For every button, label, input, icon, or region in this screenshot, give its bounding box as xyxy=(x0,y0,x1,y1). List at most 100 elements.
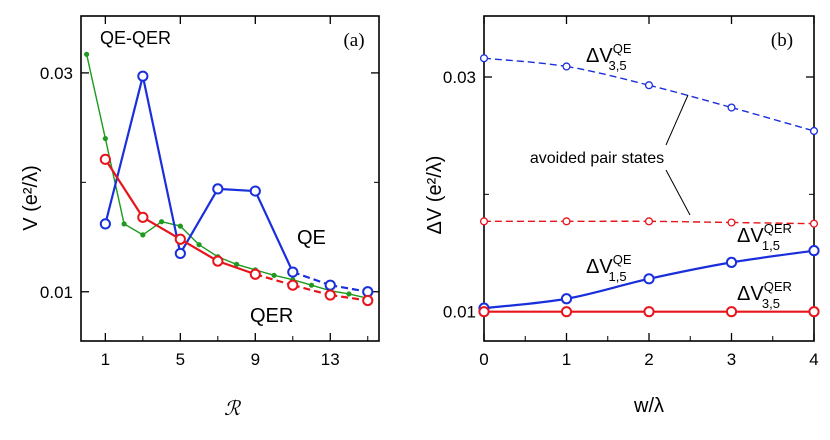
data-point-qer xyxy=(362,294,374,307)
panel-b-x-tick-label: 0 xyxy=(479,350,488,369)
panel-b-y-tick-label: 0.01 xyxy=(443,303,476,322)
series-line-qe-qer xyxy=(273,274,293,281)
data-point-qe-qer xyxy=(196,242,202,248)
series-line-qe xyxy=(330,284,368,293)
series-line-qe xyxy=(292,271,331,287)
series-line-v-qer-1-5 xyxy=(731,221,815,225)
annotation-qe: QE xyxy=(297,227,326,249)
series-line-qe xyxy=(141,75,182,254)
data-point-v-qer-1-5 xyxy=(479,217,489,226)
data-point-qe-qer xyxy=(121,221,127,227)
series-line-qer xyxy=(142,216,181,241)
data-point-v-qer-1-5 xyxy=(562,217,571,226)
data-point-qe xyxy=(249,185,261,197)
series-line-v-qe-1-5 xyxy=(566,277,650,300)
series-line-v-qe-1-5 xyxy=(483,297,567,310)
data-point-qer xyxy=(137,211,149,223)
data-point-v-qe-3-5 xyxy=(727,103,736,112)
panel-b-x-axis-label: w/λ xyxy=(633,395,664,417)
annotation-qe-qer: QE-QER xyxy=(100,28,171,48)
data-point-v-qer-1-5 xyxy=(644,217,654,226)
series-line-qe-qer xyxy=(104,138,125,225)
panel-a-y-tick-label: 0.03 xyxy=(40,64,73,83)
data-point-qe xyxy=(99,218,111,230)
series-line-qe xyxy=(104,75,144,225)
data-point-v-qe-3-5 xyxy=(644,81,654,90)
panel-b-y-tick-label: 0.03 xyxy=(443,68,476,87)
panel-b-x-tick-label: 1 xyxy=(562,350,571,369)
data-point-qer xyxy=(212,255,224,267)
data-point-qe-qer xyxy=(177,223,183,229)
series-line-qe-qer xyxy=(236,263,256,271)
series-line-qer xyxy=(104,158,144,218)
data-point-qe xyxy=(137,70,149,82)
series-line-v-qe-1-5 xyxy=(648,261,732,280)
data-point-qer xyxy=(324,289,336,301)
series-label-qer-1-5: ΔVQER 1,5 xyxy=(737,221,792,253)
series-line-qe xyxy=(217,187,256,193)
leader-line-upper xyxy=(665,94,689,146)
panel-a-frame xyxy=(80,15,380,342)
data-point-v-qer-3-5 xyxy=(560,306,573,318)
panel-b-x-tick-label: 4 xyxy=(809,350,818,369)
panel-b-x-tick-label: 2 xyxy=(644,350,653,369)
series-line-qe-qer xyxy=(198,244,219,258)
series-line-qe xyxy=(254,190,294,273)
series-line-qe-qer xyxy=(161,221,181,227)
data-point-qe-qer xyxy=(140,232,146,238)
data-point-v-qer-3-5 xyxy=(478,306,490,318)
data-point-qe xyxy=(174,247,186,260)
series-label-qer-3-5: ΔVQER 3,5 xyxy=(737,279,792,311)
panel-a: 1 5 9 13 0.01 0.03 (a) QE-QER QE QER V (e²/λ)… xyxy=(20,15,380,420)
data-point-qer xyxy=(249,268,261,280)
data-point-qe-qer xyxy=(158,219,165,225)
data-point-v-qe-1-5 xyxy=(560,293,573,305)
series-line-v-qe-3-5 xyxy=(731,106,815,132)
data-point-qe-qer xyxy=(102,135,108,142)
series-line-v-qe-3-5 xyxy=(483,57,567,68)
data-point-v-qe-3-5 xyxy=(809,126,819,136)
series-line-qer xyxy=(217,260,256,276)
data-point-v-qer-3-5 xyxy=(643,306,655,318)
data-point-qe xyxy=(287,266,299,278)
panel-b-letter: (b) xyxy=(771,30,793,51)
data-point-v-qer-3-5 xyxy=(725,306,738,318)
data-point-qer xyxy=(287,279,299,291)
panel-b-y-axis-label: ΔV (e²/λ) xyxy=(424,156,446,235)
data-point-v-qe-1-5 xyxy=(643,273,655,285)
panel-a-x-axis-label: ℛ xyxy=(224,396,242,420)
panel-a-x-tick-label: 9 xyxy=(251,350,260,369)
series-line-qer xyxy=(254,273,294,287)
data-point-v-qe-1-5 xyxy=(725,256,738,268)
panel-a-y-axis-label: V (e²/λ) xyxy=(20,165,42,231)
data-point-qe xyxy=(324,279,336,291)
data-point-qer xyxy=(174,233,186,245)
series-line-qer xyxy=(292,284,331,297)
series-line-qe-qer xyxy=(123,223,144,236)
panel-a-x-tick-label: 5 xyxy=(176,350,185,369)
data-point-v-qe-1-5 xyxy=(808,245,820,257)
data-point-v-qer-1-5 xyxy=(727,218,736,227)
data-point-v-qe-3-5 xyxy=(479,54,489,63)
data-point-v-qe-3-5 xyxy=(562,62,571,71)
annotation-avoided-pair-states: avoided pair states xyxy=(530,150,664,167)
data-point-qe-qer xyxy=(271,272,277,278)
panel-a-letter: (a) xyxy=(343,30,364,51)
data-point-qer xyxy=(99,153,111,165)
series-line-qer xyxy=(330,293,368,302)
series-line-qer xyxy=(179,238,219,263)
panel-a-x-tick-label: 13 xyxy=(321,350,340,369)
series-line-qe-qer xyxy=(142,221,162,236)
leader-line-lower xyxy=(665,169,691,216)
series-label-qe-1-5: ΔVQE 1,5 xyxy=(586,252,632,284)
panel-b: 0 1 2 3 4 0.01 0.03 (b) avoided pair states ΔV… xyxy=(424,15,820,417)
data-point-v-qer-1-5 xyxy=(809,219,819,228)
panel-b-x-tick-label: 3 xyxy=(727,350,736,369)
panel-a-y-tick-label: 0.01 xyxy=(40,283,73,302)
series-line-v-qer-1-5 xyxy=(648,220,732,224)
series-line-qe-qer xyxy=(85,54,107,139)
series-line-v-qe-3-5 xyxy=(648,84,732,109)
data-point-qe-qer xyxy=(308,282,315,288)
annotation-qer: QER xyxy=(250,305,293,327)
panel-a-x-tick-label: 1 xyxy=(101,350,110,369)
